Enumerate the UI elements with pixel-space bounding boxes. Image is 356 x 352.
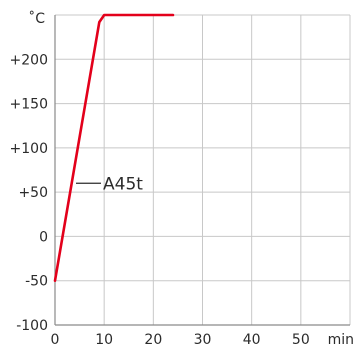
x-axis-ticks: 0 10 20 30 40 50 <box>51 332 310 348</box>
series-line-0 <box>53 13 175 283</box>
y-axis-ticks: -100 -50 0 +50 +100 +150 +200 <box>10 52 48 334</box>
y-tick-label: +150 <box>10 97 48 113</box>
x-tick-label: 30 <box>194 332 212 348</box>
y-axis-unit-label: ˚C <box>28 10 45 27</box>
chart-grid <box>55 14 351 325</box>
y-tick-label: +50 <box>18 185 48 201</box>
x-tick-label: 0 <box>51 332 60 348</box>
x-tick-label: 20 <box>144 332 162 348</box>
x-axis-unit-label: min <box>328 332 354 348</box>
series-group <box>53 13 175 283</box>
series-label: A45t <box>103 174 143 194</box>
y-tick-label: +100 <box>10 141 48 157</box>
x-tick-label: 10 <box>95 332 113 348</box>
y-tick-label: -50 <box>25 274 48 290</box>
y-tick-label: 0 <box>39 229 48 245</box>
y-tick-label: +200 <box>10 52 48 68</box>
y-tick-label: -100 <box>16 318 48 334</box>
x-tick-label: 50 <box>292 332 310 348</box>
x-tick-label: 40 <box>243 332 261 348</box>
